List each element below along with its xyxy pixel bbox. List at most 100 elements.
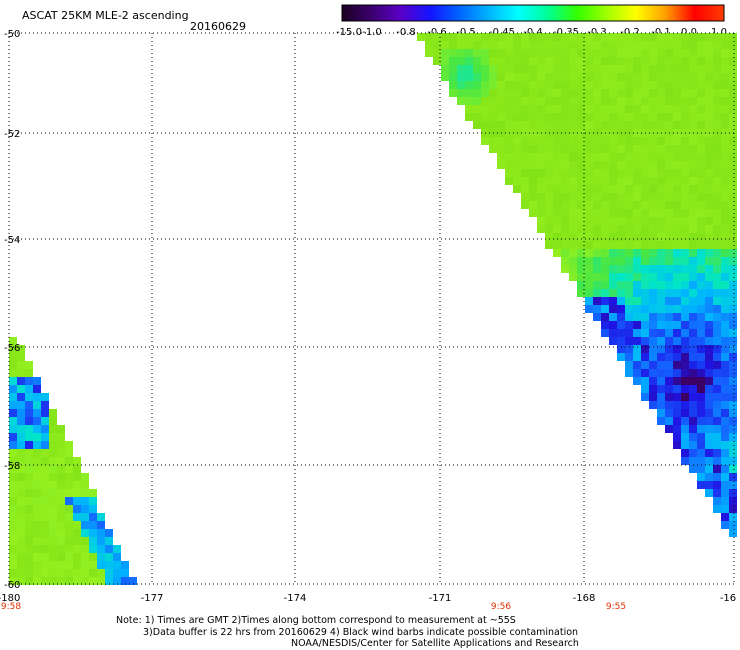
swath-cell: [81, 545, 89, 553]
swath-cell: [81, 505, 89, 513]
swath-cell: [17, 449, 25, 457]
swath-cell: [689, 73, 697, 81]
swath-cell: [73, 473, 81, 481]
swath-cell: [681, 105, 689, 113]
swath-cell: [729, 497, 737, 505]
swath-cell: [569, 33, 577, 41]
swath-cell: [49, 505, 57, 513]
swath-cell: [97, 545, 105, 553]
swath-cell: [665, 137, 673, 145]
swath-cell: [697, 161, 705, 169]
swath-cell: [73, 537, 81, 545]
swath-cell: [97, 569, 105, 577]
swath-cell: [713, 225, 721, 233]
swath-cell: [593, 249, 601, 257]
swath-cell: [713, 321, 721, 329]
swath-cell: [673, 81, 681, 89]
swath-cell: [577, 121, 585, 129]
swath-cell: [601, 257, 609, 265]
swath-cell: [25, 409, 33, 417]
swath-cell: [665, 409, 673, 417]
swath-cell: [625, 225, 633, 233]
swath-cell: [713, 369, 721, 377]
swath-cell: [609, 81, 617, 89]
swath-cell: [697, 353, 705, 361]
swath-cell: [521, 137, 529, 145]
swath-cell: [625, 353, 633, 361]
swath-cell: [633, 177, 641, 185]
swath-cell: [577, 217, 585, 225]
swath-cell: [729, 65, 737, 73]
swath-cell: [569, 57, 577, 65]
swath-cell: [649, 225, 657, 233]
swath-cell: [609, 321, 617, 329]
swath-cell: [657, 113, 665, 121]
swath-cell: [673, 433, 681, 441]
swath-cell: [481, 89, 489, 97]
swath-cell: [25, 569, 33, 577]
swath-cell: [681, 121, 689, 129]
swath-cell: [625, 113, 633, 121]
swath-cell: [585, 257, 593, 265]
swath-cell: [561, 185, 569, 193]
swath-cell: [673, 89, 681, 97]
swath-cell: [601, 241, 609, 249]
swath-cell: [41, 505, 49, 513]
swath-cell: [609, 217, 617, 225]
swath-cell: [673, 177, 681, 185]
swath-cell: [641, 49, 649, 57]
swath-cell: [625, 265, 633, 273]
swath-cell: [721, 65, 729, 73]
swath-cell: [33, 537, 41, 545]
swath-cell: [593, 161, 601, 169]
swath-cell: [641, 329, 649, 337]
swath-cell: [57, 441, 65, 449]
swath-cell: [649, 169, 657, 177]
swath-cell: [633, 153, 641, 161]
swath-cell: [585, 65, 593, 73]
swath-cell: [649, 321, 657, 329]
swath-cell: [89, 569, 97, 577]
swath-cell: [577, 57, 585, 65]
swath-cell: [697, 49, 705, 57]
swath-cell: [625, 297, 633, 305]
swath-cell: [433, 49, 441, 57]
swath-cell: [49, 465, 57, 473]
swath-cell: [553, 41, 561, 49]
swath-cell: [601, 193, 609, 201]
swath-cell: [649, 97, 657, 105]
swath-cell: [729, 257, 737, 265]
swath-cell: [617, 97, 625, 105]
swath-cell: [713, 145, 721, 153]
swath-cell: [729, 417, 737, 425]
swath-cell: [713, 409, 721, 417]
swath-cell: [601, 233, 609, 241]
swath-cell: [49, 513, 57, 521]
swath-cell: [465, 49, 473, 57]
swath-cell: [601, 209, 609, 217]
swath-cell: [481, 65, 489, 73]
swath-cell: [81, 473, 89, 481]
swath-cell: [17, 481, 25, 489]
swath-cell: [641, 73, 649, 81]
product-title: ASCAT 25KM MLE-2 ascending: [22, 9, 189, 22]
swath-cell: [633, 65, 641, 73]
swath-cell: [657, 217, 665, 225]
swath-cell: [465, 105, 473, 113]
swath-cell: [697, 425, 705, 433]
swath-cell: [673, 33, 681, 41]
swath-cell: [665, 201, 673, 209]
swath-cell: [489, 33, 497, 41]
swath-cell: [713, 481, 721, 489]
swath-cell: [473, 49, 481, 57]
swath-cell: [473, 73, 481, 81]
swath-cell: [721, 313, 729, 321]
swath-cell: [681, 369, 689, 377]
swath-cell: [569, 241, 577, 249]
swath-cell: [689, 297, 697, 305]
swath-cell: [673, 329, 681, 337]
swath-cell: [561, 49, 569, 57]
swath-cell: [577, 105, 585, 113]
swath-cell: [713, 313, 721, 321]
swath-cell: [657, 153, 665, 161]
